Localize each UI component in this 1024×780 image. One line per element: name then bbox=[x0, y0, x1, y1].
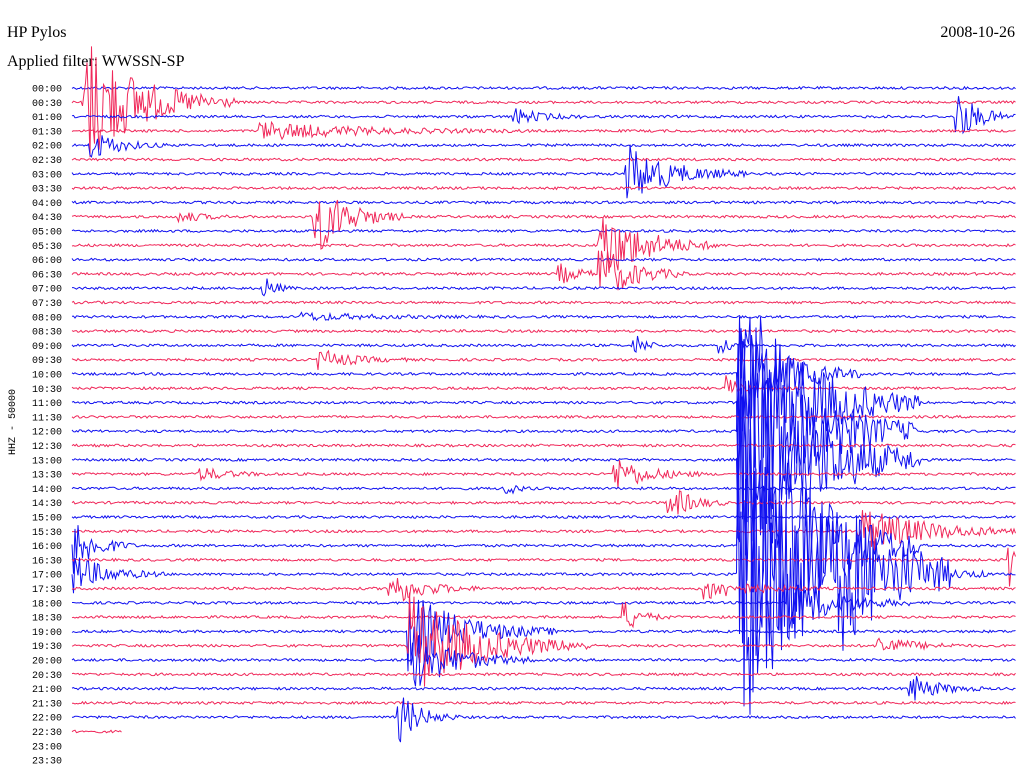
trace bbox=[72, 573, 1016, 631]
trace bbox=[71, 577, 1016, 602]
trace bbox=[71, 375, 1016, 394]
time-label: 03:00 bbox=[32, 170, 62, 181]
time-label: 17:30 bbox=[32, 585, 62, 596]
time-label: 09:30 bbox=[32, 356, 62, 367]
trace bbox=[72, 278, 1016, 297]
trace bbox=[71, 592, 1016, 687]
time-label: 01:30 bbox=[32, 127, 62, 138]
time-label: 21:30 bbox=[32, 699, 62, 710]
time-label: 17:00 bbox=[32, 571, 62, 582]
trace bbox=[71, 328, 1016, 334]
time-label: 18:00 bbox=[32, 599, 62, 610]
trace bbox=[71, 199, 1016, 250]
time-label: 11:00 bbox=[32, 399, 62, 410]
trace bbox=[71, 300, 1016, 305]
time-label: 04:30 bbox=[32, 213, 62, 224]
trace bbox=[71, 484, 1016, 495]
time-label: 19:30 bbox=[32, 642, 62, 653]
time-label: 03:30 bbox=[32, 185, 62, 196]
time-label: 12:30 bbox=[32, 442, 62, 453]
time-label: 15:00 bbox=[32, 514, 62, 525]
trace bbox=[71, 547, 1016, 587]
trace bbox=[71, 363, 1016, 581]
trace bbox=[71, 415, 1016, 715]
trace bbox=[72, 700, 1016, 706]
trace bbox=[71, 387, 1016, 707]
trace bbox=[71, 144, 1016, 199]
time-label: 20:30 bbox=[32, 671, 62, 682]
trace bbox=[71, 443, 1016, 448]
trace bbox=[71, 316, 1016, 491]
trace bbox=[71, 335, 1016, 354]
time-label: 22:00 bbox=[32, 714, 62, 725]
trace bbox=[71, 85, 1016, 91]
time-label: 09:00 bbox=[32, 342, 62, 353]
trace bbox=[71, 46, 1016, 158]
time-label: 05:00 bbox=[32, 228, 62, 239]
trace bbox=[71, 257, 1016, 262]
trace bbox=[71, 697, 1016, 743]
trace bbox=[71, 601, 1016, 629]
time-label: 01:00 bbox=[32, 113, 62, 124]
time-label: 00:30 bbox=[32, 99, 62, 110]
trace bbox=[71, 316, 1016, 423]
time-label: 18:30 bbox=[32, 614, 62, 625]
time-label: 15:30 bbox=[32, 528, 62, 539]
time-label: 06:30 bbox=[32, 270, 62, 281]
time-label: 04:00 bbox=[32, 199, 62, 210]
time-label: 14:00 bbox=[32, 485, 62, 496]
trace bbox=[71, 514, 1016, 520]
trace bbox=[71, 228, 1016, 234]
time-label: 00:00 bbox=[32, 85, 62, 96]
time-label: 16:30 bbox=[32, 556, 62, 567]
time-label: 14:30 bbox=[32, 499, 62, 510]
trace bbox=[71, 635, 1016, 687]
time-label: 21:00 bbox=[32, 685, 62, 696]
time-label: 10:00 bbox=[32, 371, 62, 382]
trace bbox=[71, 328, 1016, 542]
trace bbox=[71, 311, 1016, 322]
trace bbox=[71, 120, 1016, 141]
time-label: 02:30 bbox=[32, 156, 62, 167]
trace bbox=[71, 460, 1016, 489]
time-label: 11:30 bbox=[32, 413, 62, 424]
time-label: 08:00 bbox=[32, 313, 62, 324]
time-label: 13:30 bbox=[32, 471, 62, 482]
trace bbox=[71, 729, 122, 734]
trace bbox=[71, 200, 1016, 205]
time-label: 06:00 bbox=[32, 256, 62, 267]
time-label: 23:00 bbox=[32, 742, 62, 753]
trace bbox=[71, 217, 1016, 274]
trace bbox=[71, 490, 1016, 515]
date: 2008-10-26 bbox=[940, 24, 1015, 41]
trace bbox=[71, 250, 1016, 291]
trace bbox=[71, 414, 1016, 420]
time-label: 12:00 bbox=[32, 428, 62, 439]
trace bbox=[71, 157, 1016, 162]
time-label: 23:30 bbox=[32, 757, 62, 768]
trace bbox=[71, 675, 1016, 701]
trace bbox=[71, 349, 1016, 370]
time-label: 07:30 bbox=[32, 299, 62, 310]
time-label: 16:00 bbox=[32, 542, 62, 553]
time-label: 22:30 bbox=[32, 728, 62, 739]
time-label: 19:00 bbox=[32, 628, 62, 639]
station: HP Pylos bbox=[7, 24, 66, 41]
axis-label: HHZ - 50000 bbox=[8, 389, 19, 455]
trace bbox=[71, 185, 1016, 191]
time-label: 08:30 bbox=[32, 328, 62, 339]
trace bbox=[71, 672, 1016, 677]
time-label: 10:30 bbox=[32, 385, 62, 396]
trace bbox=[71, 96, 1016, 135]
time-label: 05:30 bbox=[32, 242, 62, 253]
time-label: 13:00 bbox=[32, 456, 62, 467]
trace bbox=[71, 135, 1016, 158]
time-label: 07:00 bbox=[32, 285, 62, 296]
time-label: 02:00 bbox=[32, 142, 62, 153]
time-label: 20:00 bbox=[32, 657, 62, 668]
trace bbox=[71, 599, 1016, 672]
